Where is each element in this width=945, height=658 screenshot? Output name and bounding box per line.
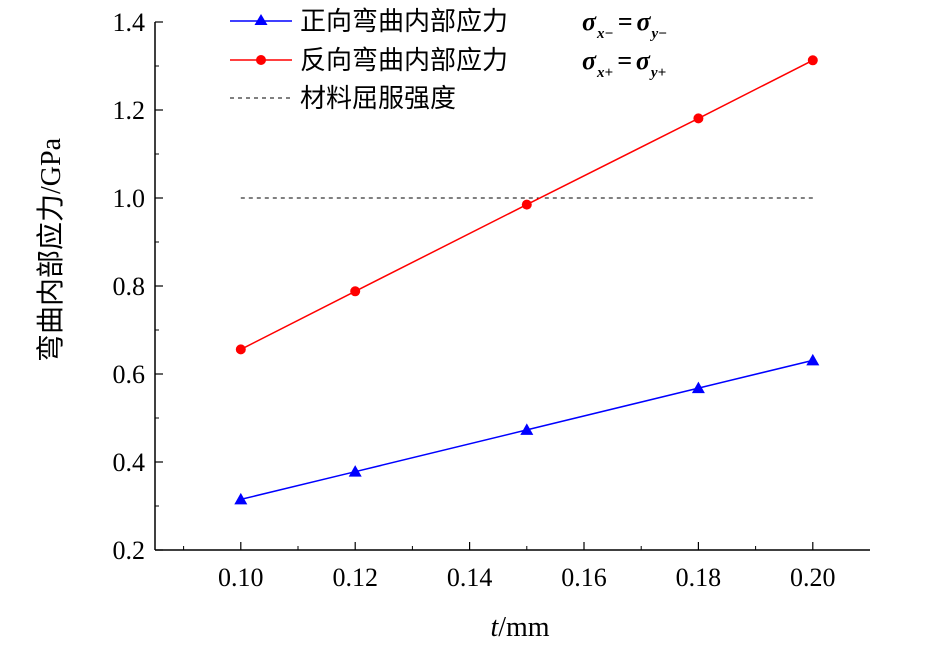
x-tick-label: 0.10 bbox=[218, 563, 264, 592]
y-tick-label: 1.2 bbox=[113, 96, 146, 125]
x-tick-label: 0.20 bbox=[790, 563, 836, 592]
legend-marker-triangle bbox=[254, 14, 268, 25]
legend-entry-reverse: 反向弯曲内部应力 σx+ = σy+ bbox=[230, 46, 666, 81]
y-tick-label: 0.6 bbox=[113, 360, 146, 389]
y-tick-label: 0.2 bbox=[113, 536, 146, 565]
data-point-triangle bbox=[348, 465, 362, 477]
legend: 正向弯曲内部应力 σx− = σy− 反向弯曲内部应力 σx+ = σy+ 材料屈服强度 bbox=[230, 7, 667, 114]
ticks: 0.2 0.4 0.6 0.8 1.0 1.2 1.4 0.10 0.12 0.14 0.16 0.1… bbox=[113, 8, 836, 592]
x-axis-title: t/mm bbox=[490, 612, 549, 643]
y-tick-label: 0.8 bbox=[113, 272, 146, 301]
data-point-triangle bbox=[520, 423, 534, 435]
y-tick-label: 1.4 bbox=[113, 8, 146, 37]
legend-marker-circle bbox=[256, 55, 266, 65]
y-axis-title: 弯曲内部应力/GPa bbox=[35, 137, 67, 362]
data-point-triangle bbox=[806, 353, 820, 366]
x-tick-label: 0.14 bbox=[447, 563, 493, 592]
x-tick-label: 0.12 bbox=[332, 563, 378, 592]
data-point-triangle bbox=[234, 492, 248, 505]
data-point-circle bbox=[521, 199, 532, 210]
data-point-circle bbox=[235, 344, 246, 355]
legend-entry-yield: 材料屈服强度 bbox=[230, 84, 456, 114]
data-point-triangle bbox=[691, 381, 705, 394]
x-tick-label: 0.16 bbox=[561, 563, 607, 592]
legend-label-reverse: 反向弯曲内部应力 bbox=[300, 46, 508, 76]
plot-area bbox=[234, 55, 820, 505]
legend-label-forward: 正向弯曲内部应力 bbox=[300, 7, 508, 37]
data-point-circle bbox=[807, 55, 818, 66]
data-point-circle bbox=[693, 113, 704, 124]
y-tick-label: 0.4 bbox=[113, 448, 146, 477]
data-point-circle bbox=[350, 286, 361, 297]
x-tick-label: 0.18 bbox=[676, 563, 722, 592]
legend-label-yield: 材料屈服强度 bbox=[300, 84, 456, 114]
legend-formula-forward: σx− = σy− bbox=[582, 7, 667, 42]
axes bbox=[154, 22, 870, 551]
y-tick-label: 1.0 bbox=[113, 184, 146, 213]
legend-formula-reverse: σx+ = σy+ bbox=[582, 46, 666, 81]
legend-entry-forward: 正向弯曲内部应力 σx− = σy− bbox=[230, 7, 667, 42]
